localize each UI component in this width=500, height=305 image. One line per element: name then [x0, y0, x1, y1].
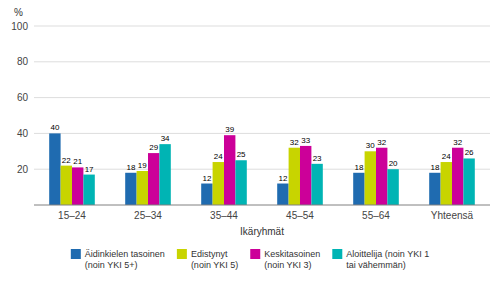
data-label: 12 [278, 174, 287, 183]
legend-item: Äidinkielen tasoinen(noin YKI 5+) [71, 249, 165, 270]
legend-label-line: (noin YKI 5) [191, 260, 238, 270]
bar [49, 133, 60, 205]
data-label: 20 [389, 159, 398, 168]
legend-label: Edistynyt(noin YKI 5) [191, 249, 238, 270]
legend-swatch [332, 249, 342, 259]
data-label: 30 [366, 141, 375, 150]
legend-item: Keskitasoinen(noin YKI 3) [250, 249, 320, 270]
data-label: 32 [290, 138, 299, 147]
y-tick-label: 80 [17, 56, 29, 67]
legend-label: Äidinkielen tasoinen(noin YKI 5+) [85, 249, 165, 270]
bar [83, 175, 94, 205]
bar [213, 162, 224, 205]
bar [159, 144, 170, 205]
data-label: 17 [85, 165, 94, 174]
y-tick-label: 20 [17, 164, 29, 175]
y-tick-label: 100 [11, 21, 28, 32]
grid-line [34, 97, 490, 98]
y-tick-label: 40 [17, 128, 29, 139]
data-label: 18 [354, 163, 363, 172]
data-label: 25 [237, 150, 246, 159]
bar [463, 158, 474, 205]
x-axis [34, 205, 490, 206]
data-label: 24 [442, 152, 451, 161]
chart: 20406080100%4018121218182219243230242129… [0, 0, 500, 305]
data-label: 23 [313, 154, 322, 163]
data-label: 32 [453, 138, 462, 147]
background [0, 0, 500, 305]
legend-label-line: Edistynyt [191, 249, 228, 259]
bar [72, 167, 83, 205]
x-tick-label: 45–54 [286, 210, 314, 221]
grid-line [34, 26, 490, 27]
data-label: 26 [465, 148, 474, 157]
data-label: 22 [62, 156, 71, 165]
x-tick-label: 35–44 [210, 210, 238, 221]
legend-label-line: Keskitasoinen [264, 249, 320, 259]
data-label: 29 [149, 143, 158, 152]
legend-label: Aloittelija (noin YKI 1tai vähemmän) [346, 249, 429, 270]
bar [61, 166, 72, 205]
legend-label-line: Aloittelija (noin YKI 1 [346, 249, 429, 259]
legend-swatch [71, 249, 81, 259]
bar [376, 148, 387, 205]
grid-line [34, 61, 490, 62]
chart-container: 20406080100%4018121218182219243230242129… [0, 0, 500, 305]
x-tick-label: 55–64 [362, 210, 390, 221]
legend-label-line: (noin YKI 3) [264, 260, 311, 270]
data-label: 34 [161, 134, 170, 143]
bar [387, 169, 398, 205]
data-label: 21 [73, 157, 82, 166]
bar [353, 173, 364, 205]
legend-swatch [177, 249, 187, 259]
bar [201, 184, 212, 205]
data-labels: 4018121218182219243230242129393332321734… [50, 123, 474, 182]
bar [441, 162, 452, 205]
bar [429, 173, 440, 205]
x-tick-label: Yhteensä [431, 210, 474, 221]
legend-label-line: Äidinkielen tasoinen [85, 249, 165, 259]
data-label: 32 [377, 138, 386, 147]
data-label: 19 [138, 161, 147, 170]
bar [365, 151, 376, 205]
bar [289, 148, 300, 205]
data-label: 18 [126, 163, 135, 172]
bar [137, 171, 148, 205]
data-label: 39 [225, 125, 234, 134]
data-label: 33 [301, 136, 310, 145]
data-label: 12 [202, 174, 211, 183]
legend: Äidinkielen tasoinen(noin YKI 5+) Edistyn… [71, 249, 429, 270]
bar [311, 164, 322, 205]
bar [125, 173, 136, 205]
legend-item: Edistynyt(noin YKI 5) [177, 249, 238, 270]
x-tick-label: 15–24 [58, 210, 86, 221]
legend-item: Aloittelija (noin YKI 1tai vähemmän) [332, 249, 429, 270]
grid-line [34, 169, 490, 170]
bar [235, 160, 246, 205]
legend-swatch [250, 249, 260, 259]
bar [300, 146, 311, 205]
legend-label: Keskitasoinen(noin YKI 3) [264, 249, 320, 270]
legend-label-line: tai vähemmän) [346, 260, 406, 270]
legend-label-line: (noin YKI 5+) [85, 260, 138, 270]
y-axis-label: % [14, 7, 23, 18]
data-label: 18 [430, 163, 439, 172]
bar [277, 184, 288, 205]
x-tick-label: 25–34 [134, 210, 162, 221]
data-label: 40 [50, 123, 59, 132]
x-axis-label: Ikäryhmät [240, 226, 284, 237]
grid-line [34, 133, 490, 134]
bar [148, 153, 159, 205]
bars [49, 133, 475, 205]
bar [224, 135, 235, 205]
grid [34, 26, 490, 169]
y-tick-label: 60 [17, 92, 29, 103]
bar [452, 148, 463, 205]
data-label: 24 [214, 152, 223, 161]
